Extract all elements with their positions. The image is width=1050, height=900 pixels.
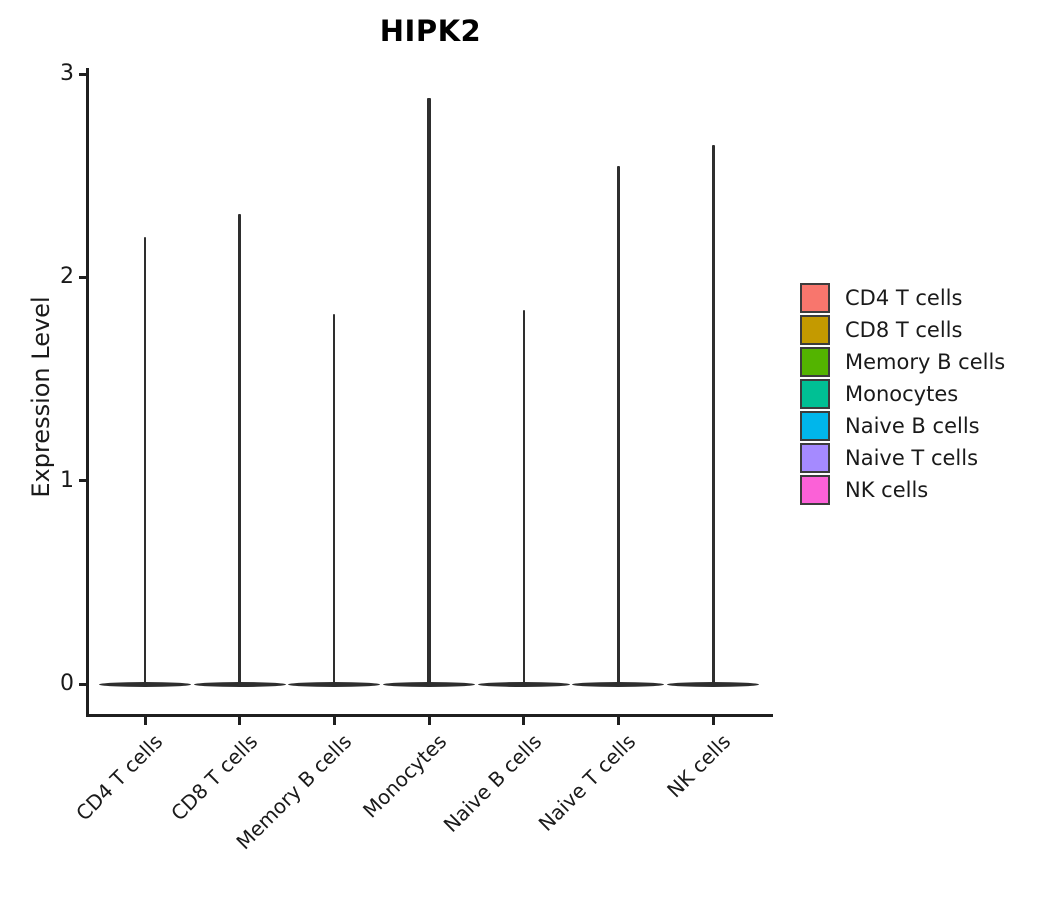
legend-label: Memory B cells <box>845 350 1006 374</box>
legend-label: CD8 T cells <box>845 318 963 342</box>
y-tick-mark <box>79 72 87 76</box>
violin-base <box>477 681 570 687</box>
violin-base <box>667 681 759 687</box>
violin-base <box>288 681 381 687</box>
x-tick-mark <box>143 716 147 725</box>
y-tick-label: 1 <box>60 467 74 493</box>
y-tick-label: 2 <box>60 264 74 290</box>
y-axis-line <box>86 68 89 717</box>
legend-label: CD4 T cells <box>845 286 963 310</box>
legend-swatch <box>800 379 830 409</box>
y-tick-mark <box>79 479 87 483</box>
violin-base <box>383 681 475 687</box>
legend-label: Naive T cells <box>845 446 979 470</box>
x-tick-mark <box>238 716 242 725</box>
legend-item: CD4 T cells <box>800 283 1005 313</box>
legend-item: CD8 T cells <box>800 315 1005 345</box>
y-tick-label: 0 <box>60 671 74 696</box>
legend-swatch <box>800 315 830 345</box>
violin-base <box>193 681 286 687</box>
legend-swatch <box>800 283 830 313</box>
violin-spike <box>143 236 147 683</box>
legend-label: Monocytes <box>845 382 959 406</box>
legend-item: NK cells <box>800 475 1005 505</box>
x-axis-line <box>86 714 773 717</box>
y-tick-mark <box>79 275 87 279</box>
violin-base <box>572 681 665 687</box>
x-tick-mark <box>522 716 526 725</box>
legend-item: Naive T cells <box>800 443 1005 473</box>
violin-spike <box>522 309 525 683</box>
legend-swatch <box>800 443 830 473</box>
legend: CD4 T cells CD8 T cells Memory B cells Mono… <box>800 283 1005 507</box>
x-tick-mark <box>616 716 620 725</box>
legend-label: Naive B cells <box>845 414 980 438</box>
legend-item: Monocytes <box>800 379 1005 409</box>
legend-item: Naive B cells <box>800 411 1005 441</box>
violin-base <box>99 681 191 687</box>
legend-swatch <box>800 347 830 377</box>
violin-spike <box>711 145 715 683</box>
legend-swatch <box>800 411 830 441</box>
violin-spike <box>333 313 336 683</box>
y-tick-mark <box>79 682 87 686</box>
y-tick-label: 3 <box>60 61 74 86</box>
violin-spike <box>427 98 431 683</box>
legend-label: NK cells <box>845 478 929 502</box>
violin-spike <box>616 165 620 683</box>
legend-item: Memory B cells <box>800 347 1005 377</box>
x-tick-mark <box>427 716 431 725</box>
plot-title: HIPK2 <box>379 14 482 48</box>
violin-spike <box>238 214 242 683</box>
x-tick-mark <box>332 716 336 725</box>
x-tick-mark <box>711 716 715 725</box>
legend-swatch <box>800 475 830 505</box>
